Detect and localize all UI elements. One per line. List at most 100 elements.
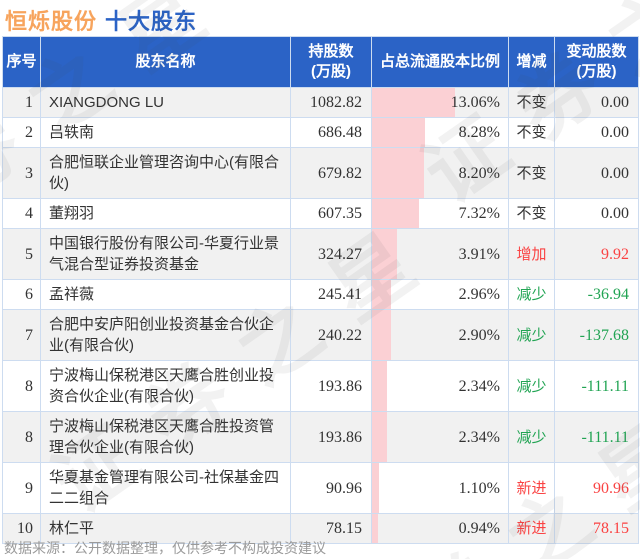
rank-cell: 1 bbox=[2, 87, 41, 118]
table-row: 6 孟祥薇 245.41 2.96% 减少 -36.94 bbox=[2, 279, 639, 310]
ownership-percent-cell: 3.91% bbox=[371, 228, 509, 280]
ownership-percent-bar bbox=[372, 463, 380, 513]
rank-cell: 5 bbox=[2, 228, 41, 280]
section-title: 十大股东 bbox=[105, 9, 198, 34]
ownership-percent-cell: 7.32% bbox=[371, 198, 509, 229]
ownership-percent-value: 2.96% bbox=[458, 286, 500, 303]
shareholder-name-cell: 华夏基金管理有限公司-社保基金四二二组合 bbox=[40, 462, 291, 514]
ownership-percent-bar bbox=[372, 361, 387, 411]
table-row: 8 宁波梅山保税港区天鹰合胜投资管理合伙企业(有限合伙) 193.86 2.34% 减少… bbox=[2, 411, 639, 463]
table-row: 2 吕轶南 686.48 8.28% 不变 0.00 bbox=[2, 117, 639, 148]
ownership-percent-bar bbox=[372, 412, 387, 462]
column-header-5: 变动股数 (万股) bbox=[554, 36, 639, 88]
table-row: 5 中国银行股份有限公司-华夏行业景气混合型证券投资基金 324.27 3.91% 增加… bbox=[2, 228, 639, 280]
change-shares-cell: 0.00 bbox=[554, 147, 639, 199]
ownership-percent-bar bbox=[372, 280, 391, 309]
shareholder-name-cell: 中国银行股份有限公司-华夏行业景气混合型证券投资基金 bbox=[40, 228, 291, 280]
ownership-percent-cell: 1.10% bbox=[371, 462, 509, 514]
rank-cell: 7 bbox=[2, 309, 41, 361]
change-direction-cell: 减少 bbox=[508, 411, 555, 463]
change-direction-cell: 减少 bbox=[508, 309, 555, 361]
ownership-percent-value: 8.20% bbox=[458, 164, 500, 182]
shares-held-cell: 193.86 bbox=[290, 360, 372, 412]
rank-cell: 9 bbox=[2, 462, 41, 514]
data-source-note: 数据来源：公开数据整理，仅供参考不构成投资建议 bbox=[4, 540, 326, 556]
table-row: 1 XIANGDONG LU 1082.82 13.06% 不变 0.00 bbox=[2, 87, 639, 118]
ownership-percent-bar bbox=[372, 310, 391, 360]
shares-held-cell: 686.48 bbox=[290, 117, 372, 148]
ownership-percent-bar bbox=[372, 229, 397, 279]
change-shares-cell: 0.00 bbox=[554, 198, 639, 229]
header-row: 序号 股东名称 持股数 (万股) 占总流通股本比例 增减 变动股数 (万股) bbox=[2, 36, 639, 88]
change-direction-cell: 不变 bbox=[508, 198, 555, 229]
shareholder-name-cell: 吕轶南 bbox=[40, 117, 291, 148]
shares-held-cell: 240.22 bbox=[290, 309, 372, 361]
shares-held-cell: 1082.82 bbox=[290, 87, 372, 118]
table-row: 10 林仁平 78.15 0.94% 新进 78.15 bbox=[2, 513, 639, 544]
change-shares-cell: 78.15 bbox=[554, 513, 639, 544]
ownership-percent-value: 0.94% bbox=[458, 520, 500, 537]
shareholders-table: 序号 股东名称 持股数 (万股) 占总流通股本比例 增减 变动股数 (万股) 1 XIANG… bbox=[2, 36, 639, 544]
table-row: 3 合肥恒联企业管理咨询中心(有限合伙) 679.82 8.20% 不变 0.00 bbox=[2, 147, 639, 199]
page-title: 恒烁股份 十大股东 bbox=[5, 4, 197, 36]
change-shares-cell: 0.00 bbox=[554, 117, 639, 148]
shareholder-name-cell: 合肥恒联企业管理咨询中心(有限合伙) bbox=[40, 147, 291, 199]
shares-held-cell: 679.82 bbox=[290, 147, 372, 199]
column-header-1: 股东名称 bbox=[40, 36, 291, 88]
table-body: 1 XIANGDONG LU 1082.82 13.06% 不变 0.00 2 吕轶南 686.… bbox=[2, 87, 639, 544]
column-header-2: 持股数 (万股) bbox=[290, 36, 372, 88]
change-shares-cell: -111.11 bbox=[554, 411, 639, 463]
ownership-percent-cell: 8.20% bbox=[371, 147, 509, 199]
rank-cell: 10 bbox=[2, 513, 41, 544]
column-header-0: 序号 bbox=[2, 36, 41, 88]
shares-held-cell: 245.41 bbox=[290, 279, 372, 310]
ownership-percent-value: 7.32% bbox=[458, 205, 500, 222]
shareholder-name-cell: 宁波梅山保税港区天鹰合胜创业投资合伙企业(有限合伙) bbox=[40, 360, 291, 412]
column-header-4: 增减 bbox=[508, 36, 555, 88]
rank-cell: 6 bbox=[2, 279, 41, 310]
ownership-percent-value: 8.28% bbox=[458, 124, 500, 141]
ownership-percent-cell: 2.34% bbox=[371, 411, 509, 463]
table-row: 9 华夏基金管理有限公司-社保基金四二二组合 90.96 1.10% 新进 90.96 bbox=[2, 462, 639, 514]
table-row: 4 董翔羽 607.35 7.32% 不变 0.00 bbox=[2, 198, 639, 229]
ownership-percent-cell: 0.94% bbox=[371, 513, 509, 544]
shareholder-name-cell: 合肥中安庐阳创业投资基金合伙企业(有限合伙) bbox=[40, 309, 291, 361]
rank-cell: 4 bbox=[2, 198, 41, 229]
shareholder-name-cell: 宁波梅山保税港区天鹰合胜投资管理合伙企业(有限合伙) bbox=[40, 411, 291, 463]
change-direction-cell: 减少 bbox=[508, 360, 555, 412]
change-direction-cell: 增加 bbox=[508, 228, 555, 280]
table-row: 7 合肥中安庐阳创业投资基金合伙企业(有限合伙) 240.22 2.90% 减少 -137… bbox=[2, 309, 639, 361]
ownership-percent-bar bbox=[372, 514, 378, 543]
table-header: 序号 股东名称 持股数 (万股) 占总流通股本比例 增减 变动股数 (万股) bbox=[2, 36, 639, 88]
rank-cell: 2 bbox=[2, 117, 41, 148]
ownership-percent-value: 1.10% bbox=[458, 479, 500, 497]
ownership-percent-value: 2.34% bbox=[458, 428, 500, 446]
shareholder-name-cell: XIANGDONG LU bbox=[40, 87, 291, 118]
ownership-percent-cell: 2.34% bbox=[371, 360, 509, 412]
ownership-percent-value: 3.91% bbox=[458, 245, 500, 263]
shares-held-cell: 78.15 bbox=[290, 513, 372, 544]
rank-cell: 3 bbox=[2, 147, 41, 199]
rank-cell: 8 bbox=[2, 360, 41, 412]
change-direction-cell: 不变 bbox=[508, 87, 555, 118]
change-direction-cell: 新进 bbox=[508, 462, 555, 514]
company-name: 恒烁股份 bbox=[5, 9, 98, 34]
ownership-percent-cell: 13.06% bbox=[371, 87, 509, 118]
shareholder-name-cell: 孟祥薇 bbox=[40, 279, 291, 310]
change-direction-cell: 新进 bbox=[508, 513, 555, 544]
change-shares-cell: 9.92 bbox=[554, 228, 639, 280]
change-direction-cell: 减少 bbox=[508, 279, 555, 310]
shares-held-cell: 90.96 bbox=[290, 462, 372, 514]
rank-cell: 8 bbox=[2, 411, 41, 463]
ownership-percent-value: 13.06% bbox=[450, 94, 500, 111]
ownership-percent-bar bbox=[372, 118, 425, 147]
ownership-percent-bar bbox=[372, 148, 425, 198]
change-shares-cell: -137.68 bbox=[554, 309, 639, 361]
change-shares-cell: 0.00 bbox=[554, 87, 639, 118]
change-direction-cell: 不变 bbox=[508, 147, 555, 199]
column-header-3: 占总流通股本比例 bbox=[371, 36, 509, 88]
ownership-percent-cell: 8.28% bbox=[371, 117, 509, 148]
shares-held-cell: 324.27 bbox=[290, 228, 372, 280]
change-direction-cell: 不变 bbox=[508, 117, 555, 148]
